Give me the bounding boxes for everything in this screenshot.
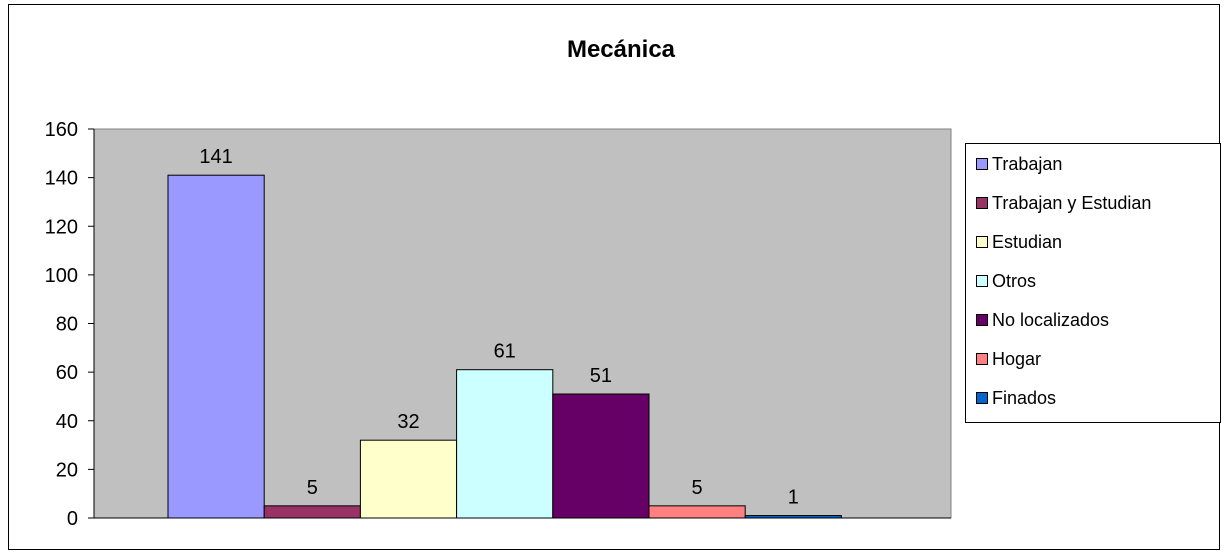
legend-item: No localizados — [976, 308, 1109, 332]
legend-label: Trabajan — [992, 153, 1063, 174]
legend-swatch — [976, 158, 988, 170]
data-label: 32 — [397, 411, 419, 433]
bar-hogar — [648, 505, 746, 519]
legend: Trabajan Trabajan y Estudian Estudian Otros… — [965, 143, 1221, 423]
legend-swatch — [976, 353, 988, 365]
data-label: 141 — [199, 146, 232, 168]
y-tick-label: 100 — [45, 265, 78, 287]
legend-item: Finados — [976, 386, 1056, 410]
data-label: 5 — [307, 477, 318, 499]
bar-otros — [456, 369, 554, 519]
chart-frame: Mecánica 0 20 40 60 80 100 120 140 160 141 5 32 61 5… — [8, 4, 1221, 550]
legend-swatch — [976, 314, 988, 326]
data-label: 61 — [494, 341, 516, 363]
y-tick-label: 140 — [45, 168, 78, 190]
legend-label: Hogar — [992, 348, 1042, 369]
legend-label: Trabajan y Estudian — [992, 192, 1152, 213]
legend-item: Otros — [976, 269, 1036, 293]
bar-no-localizados — [552, 393, 650, 519]
legend-swatch — [976, 275, 988, 287]
data-label: 51 — [590, 365, 612, 387]
legend-label: Otros — [992, 270, 1037, 291]
legend-label: Finados — [992, 387, 1057, 408]
legend-swatch — [976, 236, 988, 248]
legend-item: Estudian — [976, 230, 1062, 254]
legend-item: Trabajan — [976, 152, 1062, 176]
legend-item: Trabajan y Estudian — [976, 191, 1151, 215]
legend-swatch — [976, 392, 988, 404]
bar-trabajan — [167, 174, 265, 519]
legend-label: Estudian — [992, 231, 1063, 252]
y-tick-label: 40 — [56, 411, 78, 433]
legend-item: Hogar — [976, 347, 1041, 371]
bar-trabajan-y-estudian — [263, 505, 361, 519]
data-label: 5 — [692, 477, 703, 499]
bar-chart: Mecánica 0 20 40 60 80 100 120 140 160 141 5 32 61 5… — [45, 36, 952, 530]
y-tick-label: 60 — [56, 362, 78, 384]
data-label: 1 — [788, 487, 799, 509]
bar-finados — [744, 515, 842, 519]
y-tick-label: 160 — [45, 119, 78, 141]
y-tick-label: 80 — [56, 314, 78, 336]
legend-label: No localizados — [992, 309, 1110, 330]
chart-title: Mecánica — [567, 36, 676, 63]
bars-group — [167, 174, 842, 519]
y-tick-label: 0 — [67, 508, 78, 530]
legend-swatch — [976, 197, 988, 209]
bar-estudian — [359, 439, 458, 519]
y-tick-label: 120 — [45, 216, 78, 238]
y-tick-label: 20 — [56, 459, 78, 481]
